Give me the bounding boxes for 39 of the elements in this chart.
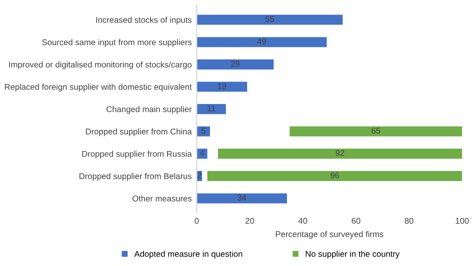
x-tick-label: 0 <box>194 218 199 224</box>
data-label: 49 <box>257 38 266 44</box>
legend-label: No supplier in the country <box>306 250 400 258</box>
bar <box>196 193 287 204</box>
data-label: 92 <box>336 150 344 156</box>
x-tick-label: 40 <box>298 218 308 224</box>
legend-label: Adopted measure in question <box>134 250 242 258</box>
y-tick-label: Dropped supplier from China <box>86 128 192 136</box>
bar <box>196 14 343 25</box>
bar <box>196 59 274 70</box>
bar <box>218 148 462 159</box>
x-tick-label: 80 <box>404 218 414 224</box>
y-tick-label: Changed main supplier <box>106 106 192 114</box>
y-tick-label: Other measures <box>132 195 192 202</box>
data-label: 11 <box>208 105 216 112</box>
y-tick-label: Sourced same input from more suppliers <box>42 39 192 47</box>
data-label: 96 <box>330 172 340 178</box>
data-label: 19 <box>218 83 226 89</box>
data-label: 29 <box>230 60 240 67</box>
bar <box>207 171 462 182</box>
bar <box>196 104 226 114</box>
data-label: 4 <box>200 150 204 156</box>
data-label: 55 <box>265 16 274 22</box>
bar <box>196 82 248 92</box>
x-axis-title: Percentage of surveyed firms <box>276 230 384 239</box>
data-label: 34 <box>238 194 246 201</box>
data-label: 65 <box>372 128 380 134</box>
x-tick-label: 60 <box>352 218 360 224</box>
y-tick-label: Increased stocks of inputs <box>96 16 192 25</box>
y-tick-label: Improved or digitalised monitoring of stocks/cargo <box>9 61 192 70</box>
bar <box>196 37 327 48</box>
y-tick-label: Dropped supplier from Belarus <box>80 173 192 181</box>
y-tick-label: Dropped supplier from Russia <box>82 150 192 158</box>
x-tick-label: 100 <box>456 218 469 224</box>
y-tick-label: Replaced foreign supplier with domestic equivalent <box>4 84 192 92</box>
data-label: 5 <box>201 128 206 134</box>
bar <box>290 126 462 136</box>
data-label: 2 <box>197 172 202 178</box>
x-tick-label: 20 <box>246 218 254 224</box>
